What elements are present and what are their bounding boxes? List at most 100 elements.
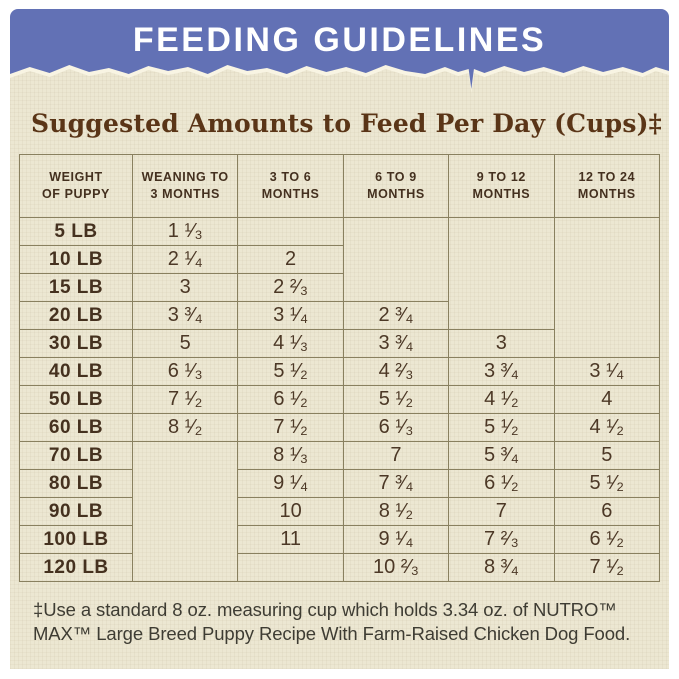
header-line: WEANING TO — [141, 169, 229, 184]
empty-cell — [342, 217, 450, 302]
header-line: MONTHS — [472, 187, 531, 201]
cell-weight: 30 LB — [19, 329, 133, 358]
table-row: 50 LB 7 ¹⁄₂ 6 ¹⁄₂ 5 ¹⁄₂ 4 ¹⁄₂ 4 — [19, 385, 661, 414]
cell-value: 9 ¹⁄₄ — [237, 469, 344, 498]
cell-value: 5 ¹⁄₂ — [237, 357, 344, 386]
cell-value: 2 ¹⁄₄ — [131, 245, 239, 274]
header-line: MONTHS — [261, 187, 320, 201]
table-row: 10 LB 2 ¹⁄₄ 2 — [19, 245, 660, 274]
header-row: WEIGHT OF PUPPY WEANING TO 3 MONTHS 3 TO… — [19, 154, 661, 218]
cell-value: 5 — [131, 329, 239, 358]
cell-value: 5 ¹⁄₂ — [553, 469, 661, 498]
header-line: 6 TO 9 — [375, 169, 417, 184]
cell-value: 1 ¹⁄₃ — [131, 217, 239, 246]
cell-value: 2 ³⁄₄ — [342, 301, 450, 330]
cell-value: 8 ³⁄₄ — [448, 553, 555, 582]
cell-value: 7 ³⁄₄ — [342, 469, 450, 498]
header-cell-9to12: 9 TO 12 MONTHS — [448, 154, 555, 218]
footnote-line-2: MAX™ Large Breed Puppy Recipe With Farm-… — [33, 622, 631, 644]
header-line: 12 TO 24 — [578, 169, 636, 184]
banner-title: FEEDING GUIDELINES — [132, 21, 547, 59]
cell-value: 5 — [553, 441, 661, 470]
header-cell-12to24: 12 TO 24 MONTHS — [553, 154, 661, 218]
cell-value: 7 — [342, 441, 450, 470]
cell-value: 6 ¹⁄₃ — [342, 413, 450, 442]
cell-value: 3 ³⁄₄ — [448, 357, 555, 386]
table-row: 5 LB 1 ¹⁄₃ — [19, 217, 661, 358]
table-row: 100 LB 11 9 ¹⁄₄ 7 ²⁄₃ 6 ¹⁄₂ — [19, 525, 661, 554]
cell-value — [237, 553, 344, 582]
paper-background: Suggested Amounts to Feed Per Day (Cups)… — [10, 69, 669, 669]
header-line: OF PUPPY — [41, 187, 110, 201]
cell-value: 11 — [237, 525, 344, 554]
page-title: Suggested Amounts to Feed Per Day (Cups)… — [31, 109, 662, 138]
cell-weight: 100 LB — [19, 525, 133, 554]
table-row: 20 LB 3 ³⁄₄ 3 ¹⁄₄ 2 ³⁄₄ — [19, 301, 660, 330]
cell-weight: 10 LB — [19, 245, 133, 274]
footnote-line-1: ‡Use a standard 8 oz. measuring cup whic… — [33, 599, 617, 620]
cell-value: 4 — [553, 385, 661, 414]
cell-value: 8 ¹⁄₃ — [237, 441, 344, 470]
cell-weight: 70 LB — [19, 441, 133, 470]
cell-value: 6 ¹⁄₂ — [553, 525, 661, 554]
cell-value: 6 ¹⁄₂ — [448, 469, 555, 498]
cell-value: 5 ³⁄₄ — [448, 441, 555, 470]
cell-value: 4 ¹⁄₂ — [448, 385, 555, 414]
cell-value: 7 — [448, 497, 555, 526]
cell-value: 6 ¹⁄₃ — [131, 357, 239, 386]
cell-value: 7 ¹⁄₂ — [553, 553, 661, 582]
empty-cell — [131, 441, 239, 582]
cell-value: 9 ¹⁄₄ — [342, 525, 450, 554]
table-row: 70 LB 8 ¹⁄₃ 7 5 ³⁄₄ 5 — [19, 441, 661, 582]
header-cell-weaning: WEANING TO 3 MONTHS — [131, 154, 239, 218]
cell-value: 4 ²⁄₃ — [342, 357, 450, 386]
header-cell-weight: WEIGHT OF PUPPY — [19, 154, 133, 218]
header-line: WEIGHT — [49, 169, 103, 184]
table-row: 60 LB 8 ¹⁄₂ 7 ¹⁄₂ 6 ¹⁄₃ 5 ¹⁄₂ 4 ¹⁄₂ — [19, 413, 661, 442]
header-line: MONTHS — [367, 187, 425, 201]
cell-value: 7 ¹⁄₂ — [131, 385, 239, 414]
cell-value: 6 — [553, 497, 661, 526]
cell-value: 4 ¹⁄₃ — [237, 329, 344, 358]
table-row: 15 LB 3 2 ²⁄₃ — [19, 273, 660, 302]
header-line: 3 TO 6 — [269, 169, 312, 184]
cell-value: 8 ¹⁄₂ — [131, 413, 239, 442]
footnote: ‡Use a standard 8 oz. measuring cup whic… — [33, 598, 660, 645]
cell-value: 4 ¹⁄₂ — [553, 413, 661, 442]
cell-weight: 90 LB — [19, 497, 133, 526]
table-row: 30 LB 5 4 ¹⁄₃ 3 ³⁄₄ 3 — [19, 329, 660, 358]
table-row: 80 LB 9 ¹⁄₄ 7 ³⁄₄ 6 ¹⁄₂ 5 ¹⁄₂ — [19, 469, 661, 498]
cell-weight: 40 LB — [19, 357, 133, 386]
cell-value: 8 ¹⁄₂ — [342, 497, 450, 526]
header-line: MONTHS — [577, 187, 636, 201]
cell-value — [237, 217, 344, 246]
feeding-guidelines-table: WEIGHT OF PUPPY WEANING TO 3 MONTHS 3 TO… — [19, 154, 661, 582]
cell-value: 7 ¹⁄₂ — [237, 413, 344, 442]
table-row: 120 LB 10 ²⁄₃ 8 ³⁄₄ 7 ¹⁄₂ — [19, 553, 661, 582]
cell-weight: 60 LB — [19, 413, 133, 442]
header-cell-3to6: 3 TO 6 MONTHS — [237, 154, 344, 218]
cell-value: 5 ¹⁄₂ — [448, 413, 555, 442]
cell-value: 3 ³⁄₄ — [342, 329, 450, 358]
cell-weight: 5 LB — [19, 217, 133, 246]
cell-value: 2 ²⁄₃ — [237, 273, 344, 302]
cell-value: 10 ²⁄₃ — [342, 553, 450, 582]
cell-weight: 15 LB — [19, 273, 133, 302]
cell-value: 5 ¹⁄₂ — [342, 385, 450, 414]
cell-value: 3 — [448, 329, 555, 358]
header-line: 9 TO 12 — [476, 169, 526, 184]
cell-weight: 120 LB — [19, 553, 133, 582]
table-row: 40 LB 6 ¹⁄₃ 5 ¹⁄₂ 4 ²⁄₃ 3 ³⁄₄ 3 ¹⁄₄ — [19, 357, 661, 386]
table-row: 90 LB 10 8 ¹⁄₂ 7 6 — [19, 497, 661, 526]
cell-value: 6 ¹⁄₂ — [237, 385, 344, 414]
cell-weight: 80 LB — [19, 469, 133, 498]
cell-value: 7 ²⁄₃ — [448, 525, 555, 554]
empty-cell — [448, 217, 555, 330]
cell-value: 3 — [131, 273, 239, 302]
cell-value: 3 ³⁄₄ — [131, 301, 239, 330]
header-cell-6to9: 6 TO 9 MONTHS — [342, 154, 450, 218]
cell-value: 2 — [237, 245, 344, 274]
cell-value: 3 ¹⁄₄ — [553, 357, 661, 386]
cell-weight: 50 LB — [19, 385, 133, 414]
